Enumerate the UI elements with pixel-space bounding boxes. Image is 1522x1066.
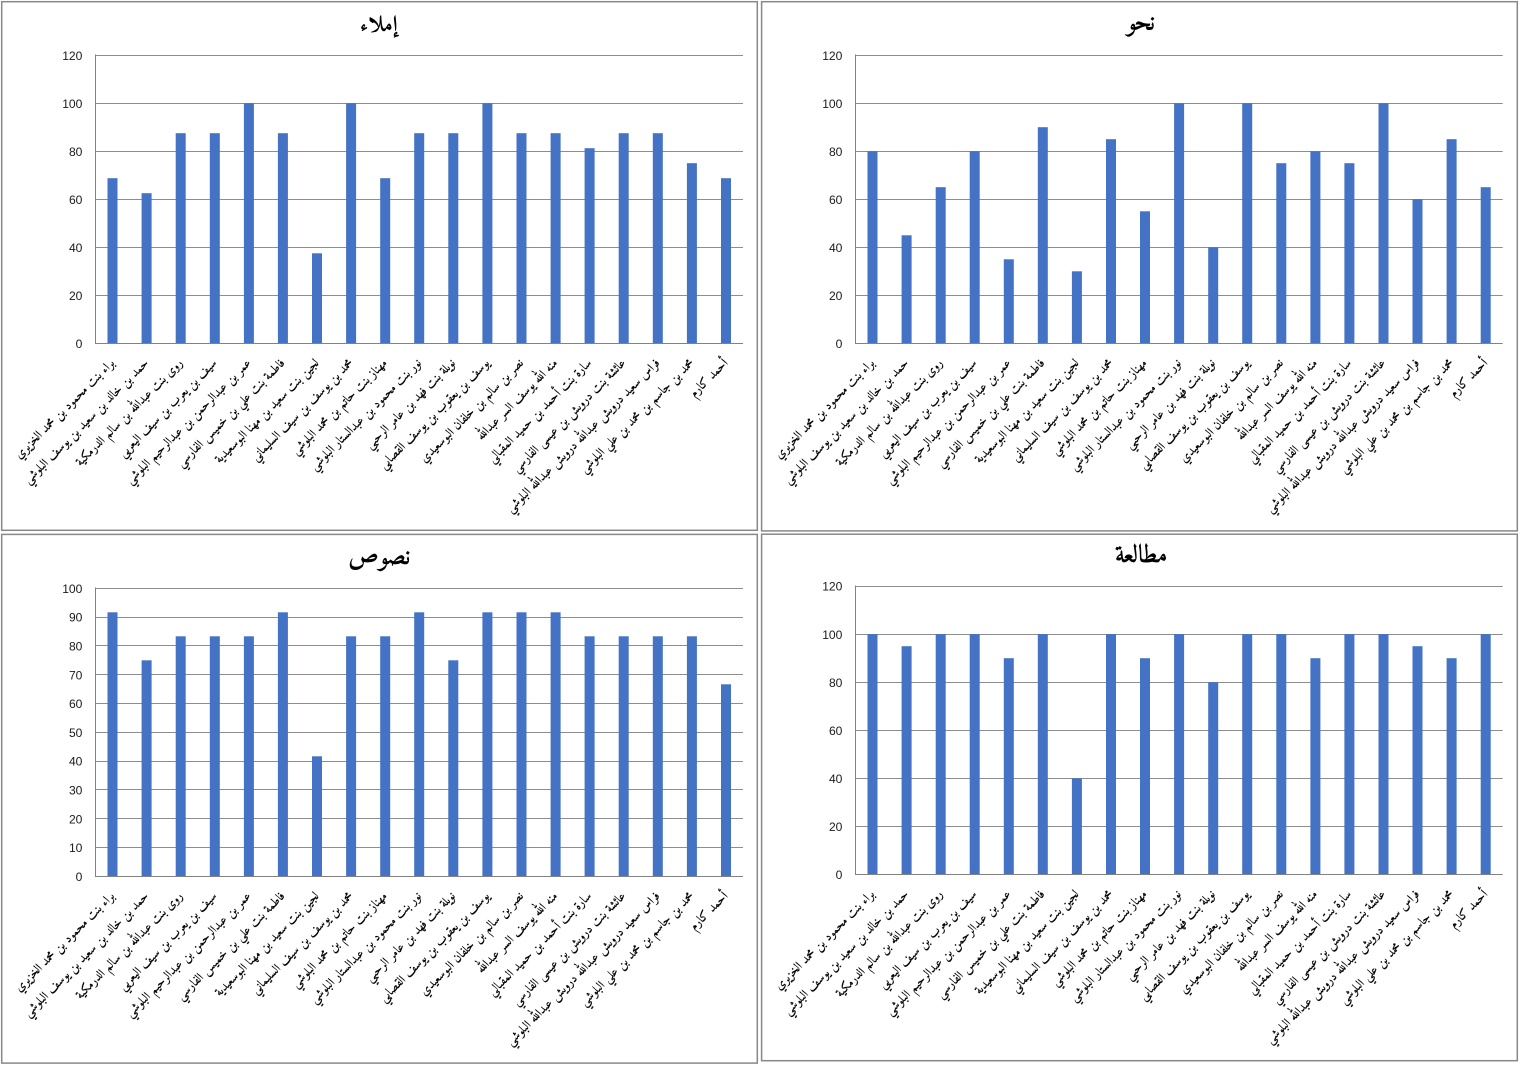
svg-text:40: 40 <box>69 241 83 255</box>
svg-text:0: 0 <box>836 337 843 351</box>
svg-text:100: 100 <box>62 582 82 596</box>
svg-text:60: 60 <box>829 724 843 738</box>
svg-text:90: 90 <box>69 611 83 625</box>
svg-text:20: 20 <box>69 289 83 303</box>
svg-text:20: 20 <box>829 820 843 834</box>
svg-text:100: 100 <box>822 97 842 111</box>
svg-text:100: 100 <box>822 628 842 642</box>
svg-text:100: 100 <box>62 97 82 111</box>
svg-text:60: 60 <box>69 193 83 207</box>
svg-text:80: 80 <box>829 676 843 690</box>
svg-text:40: 40 <box>829 772 843 786</box>
svg-text:40: 40 <box>69 755 83 769</box>
svg-text:80: 80 <box>69 640 83 654</box>
svg-text:50: 50 <box>69 726 83 740</box>
svg-text:30: 30 <box>69 784 83 798</box>
svg-text:120: 120 <box>62 49 82 63</box>
svg-text:0: 0 <box>76 337 83 351</box>
svg-text:120: 120 <box>822 49 842 63</box>
svg-text:70: 70 <box>69 668 83 682</box>
svg-text:60: 60 <box>69 697 83 711</box>
svg-text:40: 40 <box>829 241 843 255</box>
svg-text:0: 0 <box>76 870 83 884</box>
svg-text:20: 20 <box>829 289 843 303</box>
svg-text:120: 120 <box>822 580 842 594</box>
svg-text:0: 0 <box>836 868 843 882</box>
svg-text:60: 60 <box>829 193 843 207</box>
svg-text:80: 80 <box>69 145 83 159</box>
svg-text:20: 20 <box>69 812 83 826</box>
svg-text:80: 80 <box>829 145 843 159</box>
svg-text:10: 10 <box>69 841 83 855</box>
